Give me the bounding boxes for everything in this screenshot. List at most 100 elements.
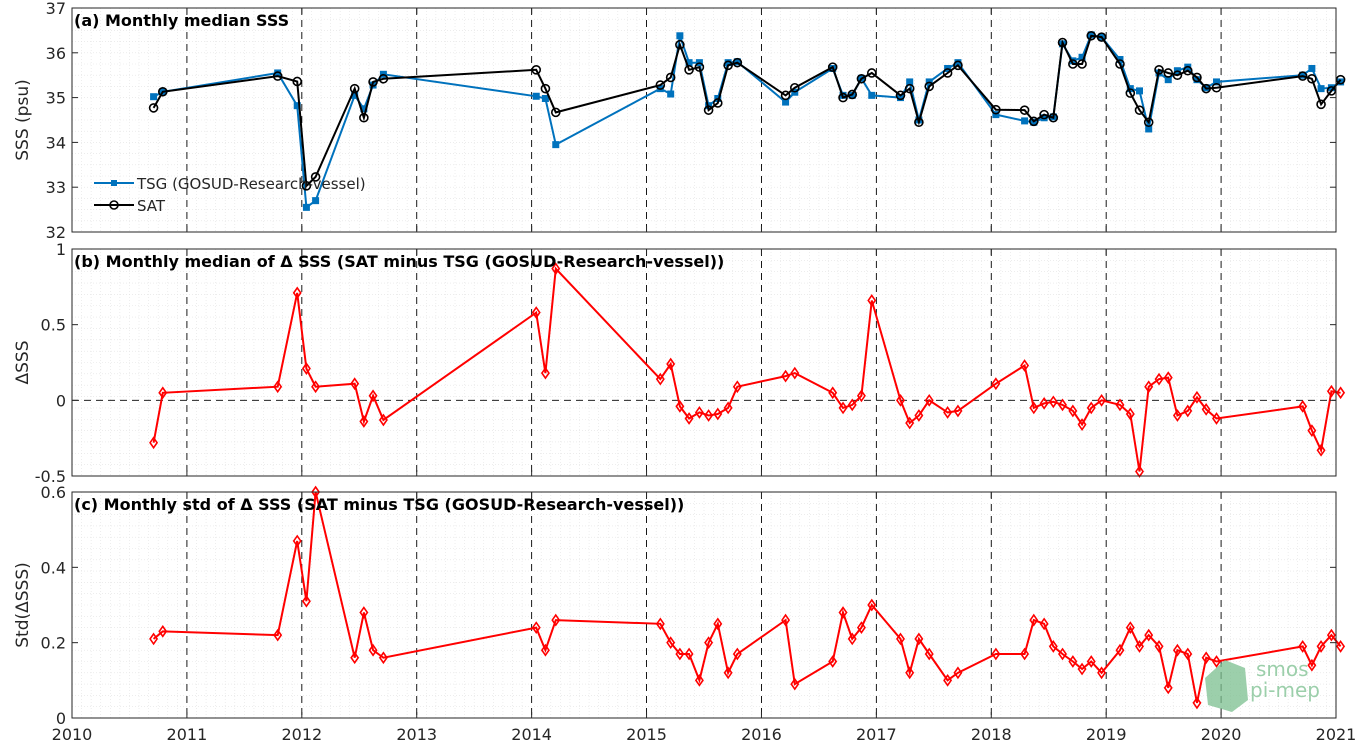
- data-point: [867, 598, 877, 612]
- data-point: [1058, 398, 1067, 412]
- data-point: [1125, 621, 1135, 634]
- data-point: [953, 60, 963, 71]
- data-point: [301, 181, 312, 191]
- x-tick-label: 2011: [167, 725, 208, 744]
- data-point: [158, 624, 168, 638]
- data-point: [684, 412, 694, 425]
- y-axis-label: SSS (psu): [13, 79, 33, 160]
- legend: TSG (GOSUD-Research-vessel) SAT: [94, 175, 366, 215]
- data-point: [704, 409, 714, 422]
- y-tick-label: 35: [46, 89, 66, 108]
- data-point: [540, 366, 550, 380]
- data-point: [310, 172, 321, 182]
- data-point: [1212, 655, 1221, 668]
- data-point: [675, 647, 685, 661]
- panel-title: (b) Monthly median of Δ SSS (SAT minus T…: [74, 252, 724, 271]
- data-point: [1039, 396, 1049, 410]
- data-point: [359, 112, 369, 123]
- data-point: [991, 647, 1001, 661]
- data-point: [1144, 380, 1154, 394]
- data-point: [1212, 78, 1220, 86]
- data-point: [712, 98, 723, 108]
- data-point: [924, 393, 934, 407]
- data-point: [541, 94, 549, 102]
- panel-a: 32 33 34 35 36 37 SSS (psu) (a) Monthly median …: [13, 0, 1346, 242]
- data-point: [531, 65, 542, 75]
- data-point: [1086, 655, 1096, 668]
- data-point: [828, 386, 838, 400]
- logo-text-1: smos: [1256, 657, 1309, 681]
- data-point: [667, 90, 675, 98]
- data-point: [1192, 72, 1202, 83]
- y-tick-label: 0.2: [41, 634, 66, 653]
- data-point: [1028, 116, 1039, 127]
- x-tick-label: 2012: [281, 725, 322, 744]
- data-point: [1058, 647, 1067, 661]
- data-point: [1029, 613, 1039, 627]
- data-point: [302, 203, 310, 211]
- data-point: [856, 389, 866, 403]
- data-point: [1048, 640, 1058, 653]
- data-point: [847, 89, 858, 100]
- data-point: [1115, 398, 1125, 412]
- series-b-0: [149, 262, 1346, 478]
- data-point: [838, 92, 848, 103]
- data-point: [1154, 372, 1164, 386]
- data-point: [1316, 443, 1326, 457]
- data-point: [1298, 399, 1308, 413]
- data-point: [1316, 640, 1326, 653]
- data-point: [856, 621, 866, 634]
- data-point: [924, 647, 934, 661]
- data-point: [1039, 109, 1049, 120]
- y-tick-label: 36: [46, 44, 66, 63]
- data-point: [292, 286, 302, 300]
- data-point: [1097, 393, 1107, 407]
- data-point: [273, 628, 283, 642]
- data-point: [1068, 404, 1078, 418]
- data-point: [1086, 30, 1097, 41]
- data-point: [1183, 404, 1193, 418]
- data-point: [551, 262, 561, 276]
- data-point: [540, 643, 550, 657]
- data-point: [838, 401, 848, 415]
- data-point: [655, 617, 665, 631]
- data-point: [780, 90, 791, 101]
- data-point: [655, 80, 666, 90]
- data-point: [914, 632, 924, 646]
- y-tick-label: 1: [56, 240, 66, 259]
- x-tick-label: 2013: [396, 725, 437, 744]
- data-point: [349, 83, 360, 94]
- data-point: [1201, 83, 1211, 94]
- data-point: [828, 655, 838, 668]
- data-point: [359, 415, 369, 428]
- data-point: [1057, 37, 1068, 48]
- data-point: [868, 91, 876, 99]
- y-tick-label: -0.5: [35, 467, 66, 486]
- data-point: [292, 534, 302, 548]
- data-point: [1212, 412, 1221, 425]
- data-point: [1335, 74, 1346, 85]
- y-tick-label: 0.4: [41, 558, 66, 577]
- data-point: [1048, 395, 1058, 409]
- data-point: [781, 613, 791, 627]
- data-point: [866, 68, 877, 78]
- data-point: [1163, 681, 1173, 695]
- data-point: [847, 632, 857, 646]
- x-tick-label: 2019: [1086, 725, 1127, 744]
- data-point: [1077, 59, 1087, 69]
- data-point: [1297, 71, 1308, 81]
- data-point: [378, 413, 388, 427]
- data-point: [914, 409, 924, 422]
- data-point: [723, 666, 733, 680]
- data-point: [368, 77, 378, 87]
- data-point: [992, 111, 1000, 119]
- data-point: [149, 632, 159, 646]
- panel-b: -0.5 0 0.5 1 ΔSSS (b) Monthly median of Δ SSS…: [13, 240, 1346, 486]
- data-point: [1115, 643, 1125, 657]
- data-point: [676, 32, 684, 40]
- data-point: [655, 372, 665, 386]
- data-point: [1020, 647, 1030, 661]
- x-tick-label: 2018: [971, 725, 1012, 744]
